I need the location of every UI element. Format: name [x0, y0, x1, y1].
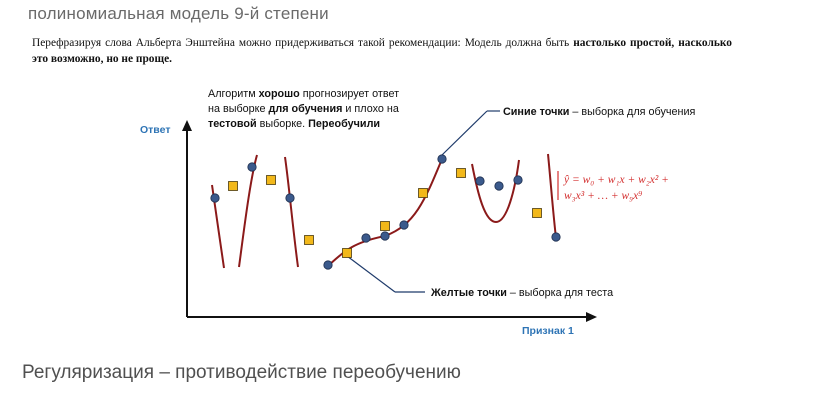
- train-point: [437, 154, 447, 164]
- train-point: [494, 181, 504, 191]
- quote-paragraph: Перефразируя слова Альберта Энштейна мож…: [32, 35, 732, 67]
- quote-text: Перефразируя слова Альберта Энштейна мож…: [32, 37, 574, 49]
- test-points: [228, 168, 542, 258]
- curve-segment: [211, 184, 225, 269]
- note-line-1: Алгоритм хорошо прогнозирует ответ: [208, 88, 399, 100]
- x-axis-label: Признак 1: [522, 325, 574, 337]
- curve-segment: [547, 153, 557, 239]
- x-axis-arrow: [586, 312, 597, 322]
- train-point: [285, 193, 295, 203]
- y-axis-label: Ответ: [140, 124, 170, 136]
- train-point: [551, 232, 561, 242]
- curve-segment: [238, 154, 258, 268]
- polynomial-curve: [211, 153, 557, 269]
- callout-line-blue: [441, 110, 488, 156]
- blue-points-label: Синие точки – выборка для обучения: [503, 106, 695, 118]
- train-point: [361, 233, 371, 243]
- callout-line-yellow: [346, 255, 396, 293]
- test-point: [228, 181, 238, 191]
- quote-text-bold: настолько простой, насколько это возможн…: [32, 37, 733, 65]
- train-point: [399, 220, 409, 230]
- note-line-3: тестовой выборке. Переобучили: [208, 118, 380, 130]
- train-point: [513, 175, 523, 185]
- yellow-points-label: Желтые точки – выборка для теста: [430, 287, 613, 299]
- test-point: [380, 221, 390, 231]
- page-subtitle: полиномиальная модель 9-й степени: [28, 4, 329, 23]
- train-point: [247, 162, 257, 172]
- test-point: [304, 235, 314, 245]
- train-point: [475, 176, 485, 186]
- curve-segment: [284, 156, 299, 268]
- formula-line-2: w₃x³ + … + w₉x⁹: [564, 190, 642, 202]
- test-point: [342, 248, 352, 258]
- formula-line-1: ŷ = w₀ + w₁x + w₂x² +: [563, 174, 669, 186]
- train-points: [210, 154, 561, 270]
- train-point: [210, 193, 220, 203]
- test-point: [266, 175, 276, 185]
- train-point: [380, 231, 390, 241]
- test-point: [418, 188, 428, 198]
- train-point: [323, 260, 333, 270]
- curve-segment: [471, 159, 520, 224]
- y-axis-arrow: [182, 120, 192, 131]
- note-line-2: на выборке для обучения и плохо на: [208, 103, 399, 115]
- overfit-note: Алгоритм хорошо прогнозирует ответ на вы…: [208, 88, 399, 130]
- test-point: [532, 208, 542, 218]
- section-heading: Регуляризация – противодействие переобуч…: [22, 362, 461, 383]
- test-point: [456, 168, 466, 178]
